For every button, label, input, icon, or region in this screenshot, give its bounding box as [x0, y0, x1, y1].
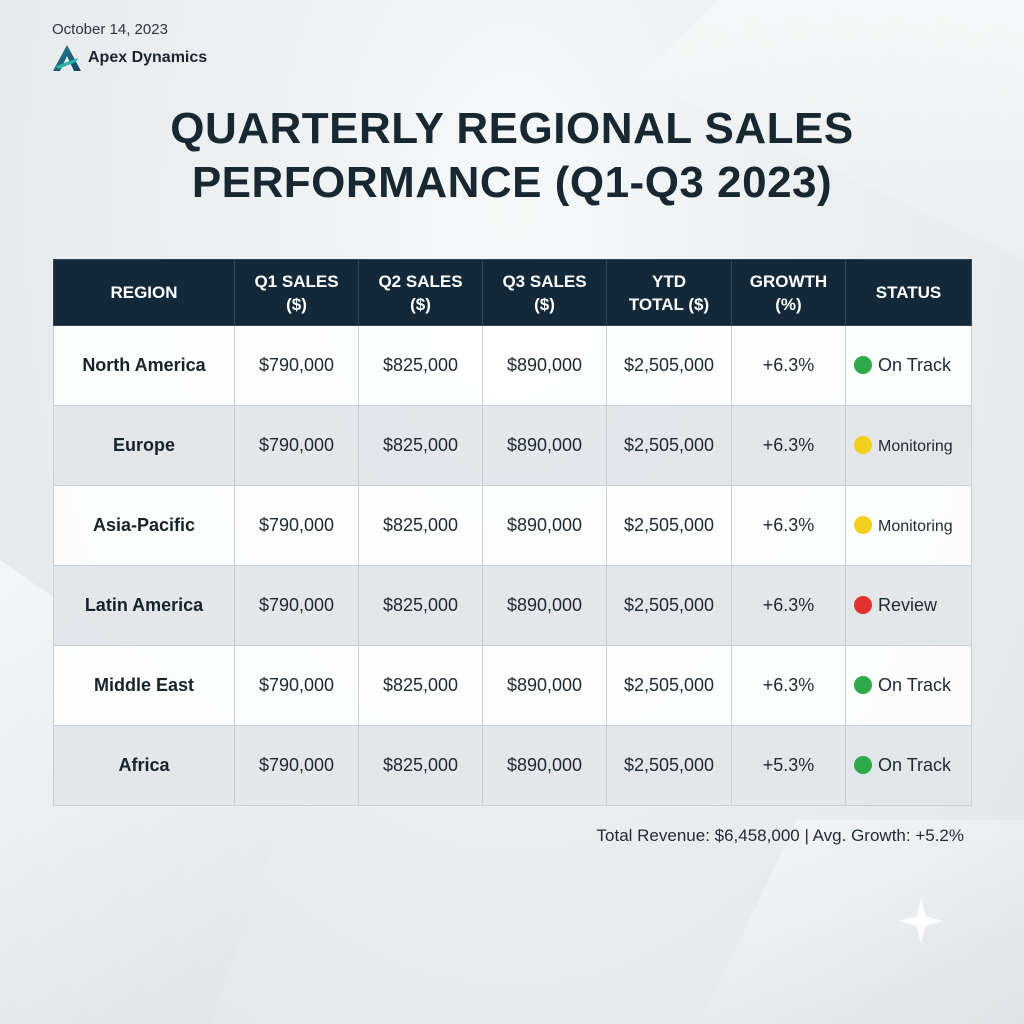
q1-cell: $790,000 — [234, 645, 359, 726]
table-row: Latin America $790,000 $825,000 $890,000… — [53, 565, 972, 646]
region-cell: Asia-Pacific — [53, 485, 235, 566]
brand: Apex Dynamics — [52, 44, 207, 72]
q2-cell: $825,000 — [358, 725, 483, 806]
column-header: GROWTH (%) — [731, 259, 846, 326]
brand-name: Apex Dynamics — [88, 49, 208, 66]
apex-logo-icon — [52, 44, 82, 72]
status-dot-icon — [854, 676, 872, 694]
q1-cell: $790,000 — [234, 325, 359, 406]
background-shape — [700, 820, 1024, 1024]
q2-cell: $825,000 — [358, 405, 483, 486]
growth-cell: +6.3% — [731, 405, 846, 486]
status-label: Monitoring — [878, 438, 953, 455]
column-header: Q2 SALES ($) — [358, 259, 483, 326]
q2-cell: $825,000 — [358, 565, 483, 646]
q3-cell: $890,000 — [482, 565, 607, 646]
q2-cell: $825,000 — [358, 325, 483, 406]
column-header: Q1 SALES ($) — [234, 259, 359, 326]
region-cell: Middle East — [53, 645, 235, 726]
q1-cell: $790,000 — [234, 485, 359, 566]
status-label: On Track — [878, 675, 952, 695]
table-row: Asia-Pacific $790,000 $825,000 $890,000 … — [53, 485, 972, 566]
title-line: PERFORMANCE (Q1-Q3 2023) — [191, 158, 833, 207]
status-dot-icon — [854, 516, 872, 534]
ytd-cell: $2,505,000 — [606, 565, 732, 646]
region-cell: North America — [53, 325, 235, 406]
growth-cell: +5.3% — [731, 725, 846, 806]
summary-footer: Total Revenue: $6,458,000 | Avg. Growth:… — [596, 826, 964, 845]
report-date: October 14, 2023 — [52, 21, 168, 38]
q1-cell: $790,000 — [234, 725, 359, 806]
status-dot-icon — [854, 756, 872, 774]
sales-table: REGION Q1 SALES ($) Q2 SALES ($) Q3 SALES(… — [53, 259, 972, 806]
growth-cell: +6.3% — [731, 485, 846, 566]
ytd-cell: $2,505,000 — [606, 325, 732, 406]
status-label: Review — [878, 595, 938, 615]
status-cell: Monitoring — [845, 485, 972, 566]
region-cell: Latin America — [53, 565, 235, 646]
region-cell: Europe — [53, 405, 235, 486]
column-header: STATUS — [845, 259, 972, 326]
status-cell: On Track — [845, 725, 972, 806]
sales-table-container: REGION Q1 SALES ($) Q2 SALES ($) Q3 SALES(… — [53, 259, 972, 806]
page-title: QUARTERLY REGIONAL SALES PERFORMANCE (Q1… — [0, 102, 1024, 210]
column-header: REGION — [53, 259, 235, 326]
status-cell: Review — [845, 565, 972, 646]
q2-cell: $825,000 — [358, 485, 483, 566]
ytd-cell: $2,505,000 — [606, 725, 732, 806]
column-header: YTD TOTAL ($) — [606, 259, 732, 326]
ytd-cell: $2,505,000 — [606, 405, 732, 486]
status-dot-icon — [854, 356, 872, 374]
growth-cell: +6.3% — [731, 325, 846, 406]
column-header: Q3 SALES ($) — [482, 259, 607, 326]
q3-cell: $890,000 — [482, 405, 607, 486]
q3-cell: $890,000 — [482, 485, 607, 566]
q2-cell: $825,000 — [358, 645, 483, 726]
table-row: North America $790,000 $825,000 $890,000… — [53, 325, 972, 406]
q1-cell: $790,000 — [234, 565, 359, 646]
status-label: On Track — [878, 355, 952, 375]
table-header-row: REGION Q1 SALES ($) Q2 SALES ($) Q3 SALES(… — [53, 259, 972, 326]
status-cell: On Track — [845, 325, 972, 406]
status-cell: Monitoring — [845, 405, 972, 486]
q3-cell: $890,000 — [482, 645, 607, 726]
table-row: Middle East $790,000 $825,000 $890,000 $… — [53, 645, 972, 726]
q3-cell: $890,000 — [482, 325, 607, 406]
status-label: On Track — [878, 755, 952, 775]
growth-cell: +6.3% — [731, 645, 846, 726]
status-cell: On Track — [845, 645, 972, 726]
status-label: Monitoring — [878, 518, 953, 535]
growth-cell: +6.3% — [731, 565, 846, 646]
title-line: QUARTERLY REGIONAL SALES — [170, 104, 854, 153]
q1-cell: $790,000 — [234, 405, 359, 486]
region-cell: Africa — [53, 725, 235, 806]
ytd-cell: $2,505,000 — [606, 485, 732, 566]
q3-cell: $890,000 — [482, 725, 607, 806]
sparkle-icon — [898, 898, 944, 944]
ytd-cell: $2,505,000 — [606, 645, 732, 726]
status-dot-icon — [854, 596, 872, 614]
table-row: Africa $790,000 $825,000 $890,000 $2,505… — [53, 725, 972, 806]
status-dot-icon — [854, 436, 872, 454]
table-row: Europe $790,000 $825,000 $890,000 $2,505… — [53, 405, 972, 486]
